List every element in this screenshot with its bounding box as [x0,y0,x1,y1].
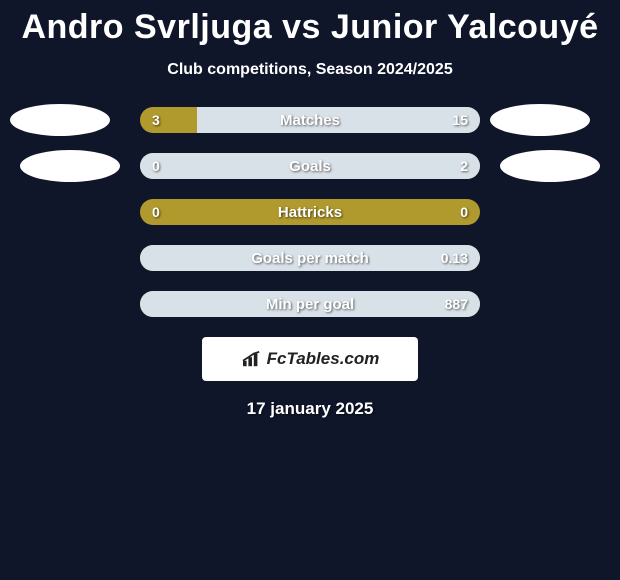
left-player-ellipse [10,104,110,136]
site-logo: FcTables.com [202,337,418,381]
stat-label: Min per goal [140,291,480,317]
page-title: Andro Svrljuga vs Junior Yalcouyé [0,0,620,47]
stat-row-goals: 0Goals2 [140,153,480,179]
stat-bars: 3Matches150Goals20Hattricks0Goals per ma… [140,107,480,317]
right-player-ellipse [490,104,590,136]
stat-row-hattricks: 0Hattricks0 [140,199,480,225]
left-player-ellipse [20,150,120,182]
stat-row-min-per-goal: Min per goal887 [140,291,480,317]
stat-value-right: 2 [460,153,468,179]
stat-label: Hattricks [140,199,480,225]
stat-value-right: 0 [460,199,468,225]
stat-value-right: 887 [445,291,468,317]
stat-value-right: 0.13 [441,245,468,271]
stat-row-goals-per-match: Goals per match0.13 [140,245,480,271]
subtitle: Club competitions, Season 2024/2025 [0,61,620,79]
stat-label: Goals [140,153,480,179]
logo-text: FcTables.com [267,349,380,369]
stat-label: Goals per match [140,245,480,271]
date-label: 17 january 2025 [0,399,620,419]
comparison-area: 3Matches150Goals20Hattricks0Goals per ma… [0,107,620,317]
right-player-ellipse [500,150,600,182]
stat-row-matches: 3Matches15 [140,107,480,133]
stat-label: Matches [140,107,480,133]
chart-icon [241,350,263,368]
stat-value-right: 15 [452,107,468,133]
